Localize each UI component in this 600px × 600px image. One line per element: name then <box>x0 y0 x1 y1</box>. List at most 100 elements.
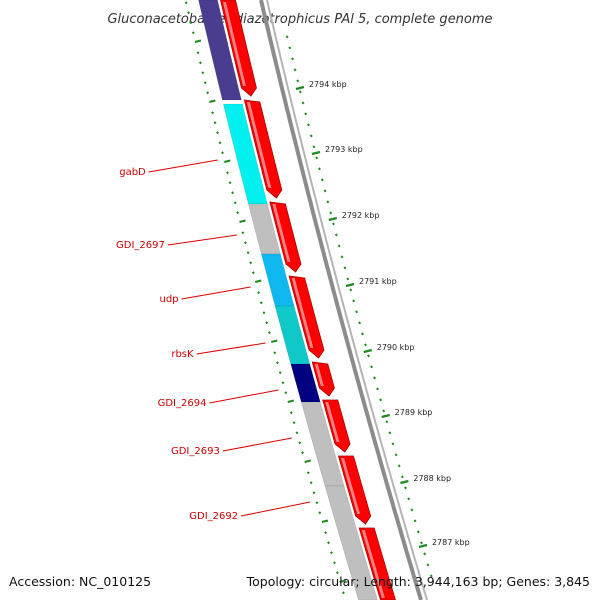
ruler-minor-tick <box>343 266 347 270</box>
outer-tick-marks: 2794 kbp 2793 kbp 2792 kbp 2791 kbp 2790 kbp… <box>285 35 470 578</box>
ruler-minor-tick <box>376 387 380 391</box>
tick-label: 2788 kbp <box>413 474 451 483</box>
ruler-minor-tick <box>370 365 374 369</box>
ruler-minor-tick <box>309 134 313 138</box>
inner-minor-tick <box>206 91 210 95</box>
tick-label: 2792 kbp <box>342 211 380 220</box>
inner-minor-tick <box>216 131 219 135</box>
inner-minor-tick <box>191 31 195 35</box>
ruler-minor-tick <box>361 332 365 336</box>
ruler-minor-tick <box>337 244 341 248</box>
inner-minor-tick <box>198 61 202 65</box>
ruler-minor-tick <box>301 101 305 105</box>
gene-leader-line <box>241 501 311 517</box>
gene-leader-line <box>148 159 218 173</box>
inner-minor-tick <box>335 571 339 575</box>
ruler-minor-tick <box>423 552 427 556</box>
forward-gene-highlight <box>325 402 340 442</box>
tick-label: 2793 kbp <box>325 145 363 154</box>
ruler-minor-tick <box>379 398 383 402</box>
ruler-minor-tick <box>419 541 423 545</box>
ruler-minor-tick <box>290 57 294 61</box>
ruler-minor-tick <box>410 508 414 512</box>
forward-strand-track <box>220 0 396 600</box>
inner-minor-tick <box>330 551 333 555</box>
ruler-minor-tick <box>312 145 316 149</box>
ruler-minor-tick <box>285 35 289 39</box>
inner-minor-tick <box>228 181 232 185</box>
ruler-minor-tick <box>326 200 330 204</box>
ruler-minor-tick <box>382 409 386 413</box>
forward-gene-highlight <box>341 458 361 514</box>
inner-minor-tick <box>211 111 215 115</box>
accession-text: Accession: NC_010125 <box>9 574 151 589</box>
inner-minor-tick <box>189 21 193 25</box>
inner-minor-tick <box>273 351 277 355</box>
inner-minor-tick <box>292 421 296 425</box>
ruler-minor-tick <box>364 343 368 347</box>
ruler-minor-tick <box>404 486 407 490</box>
ruler-minor-tick <box>320 178 324 182</box>
ruler-minor-tick <box>346 277 350 281</box>
gene-label-rbsK: rbsK <box>171 349 194 360</box>
gene-leader-line <box>167 234 237 246</box>
reverse-strand-track <box>198 0 378 600</box>
inner-tick-marks <box>184 1 346 595</box>
inner-minor-tick <box>187 11 191 15</box>
backbone-ring <box>259 0 428 600</box>
ruler-minor-tick <box>367 354 371 358</box>
ruler-major-tick <box>345 282 355 288</box>
inner-minor-tick <box>341 591 345 595</box>
forward-gene-highlight <box>272 204 291 262</box>
gene-leader-line <box>181 286 251 300</box>
inner-minor-tick <box>251 271 255 275</box>
forward-gene-highlight <box>291 278 314 348</box>
inner-minor-tick <box>289 411 293 415</box>
gene-label-gabD: gabD <box>119 167 146 178</box>
ruler-major-tick <box>400 479 409 485</box>
ruler-minor-tick <box>332 222 335 226</box>
ruler-minor-tick <box>306 123 310 127</box>
ruler-minor-tick <box>385 420 389 424</box>
inner-major-tick <box>287 399 295 403</box>
tick-label: 2794 kbp <box>309 80 347 89</box>
ruler-minor-tick <box>296 79 300 83</box>
inner-minor-tick <box>257 291 261 295</box>
gene-leader-line <box>196 342 266 355</box>
forward-gene-highlight <box>222 2 246 86</box>
ruler-major-tick <box>363 348 373 354</box>
ruler-minor-tick <box>373 376 377 380</box>
tick-label: 2791 kbp <box>359 277 397 286</box>
inner-minor-tick <box>203 81 207 85</box>
gene-leader-line <box>209 389 279 404</box>
ruler-minor-tick <box>394 453 398 457</box>
ruler-minor-tick <box>407 497 411 501</box>
ruler-minor-tick <box>288 46 292 50</box>
inner-minor-tick <box>298 441 302 445</box>
map-title: Gluconacetobacter diazotrophicus PAl 5, … <box>107 12 492 27</box>
inner-minor-tick <box>236 211 240 215</box>
ruler-major-tick <box>295 85 305 91</box>
inner-minor-tick <box>276 361 279 365</box>
inner-minor-tick <box>318 511 322 515</box>
ruler-minor-tick <box>397 464 401 468</box>
ruler-minor-tick <box>317 167 321 171</box>
inner-minor-tick <box>284 391 288 395</box>
inner-minor-tick <box>246 251 250 255</box>
inner-minor-tick <box>281 381 285 385</box>
inner-minor-tick <box>259 301 263 305</box>
ruler-minor-tick <box>355 310 359 314</box>
inner-minor-tick <box>306 471 310 475</box>
tick-label: 2789 kbp <box>395 408 433 417</box>
backbone-line-1 <box>259 0 423 600</box>
gene-leader-line <box>222 437 292 452</box>
ruler-minor-tick <box>413 519 417 523</box>
reverse-gene-1 <box>198 0 242 101</box>
inner-minor-tick <box>315 501 319 505</box>
forward-gene-highlight <box>314 364 324 386</box>
genome-summary-text: Topology: circular; Length: 3,944,163 bp… <box>246 574 590 589</box>
ruler-minor-tick <box>391 442 395 446</box>
inner-minor-tick <box>244 241 247 245</box>
ruler-minor-tick <box>400 475 404 479</box>
inner-minor-tick <box>267 331 271 335</box>
